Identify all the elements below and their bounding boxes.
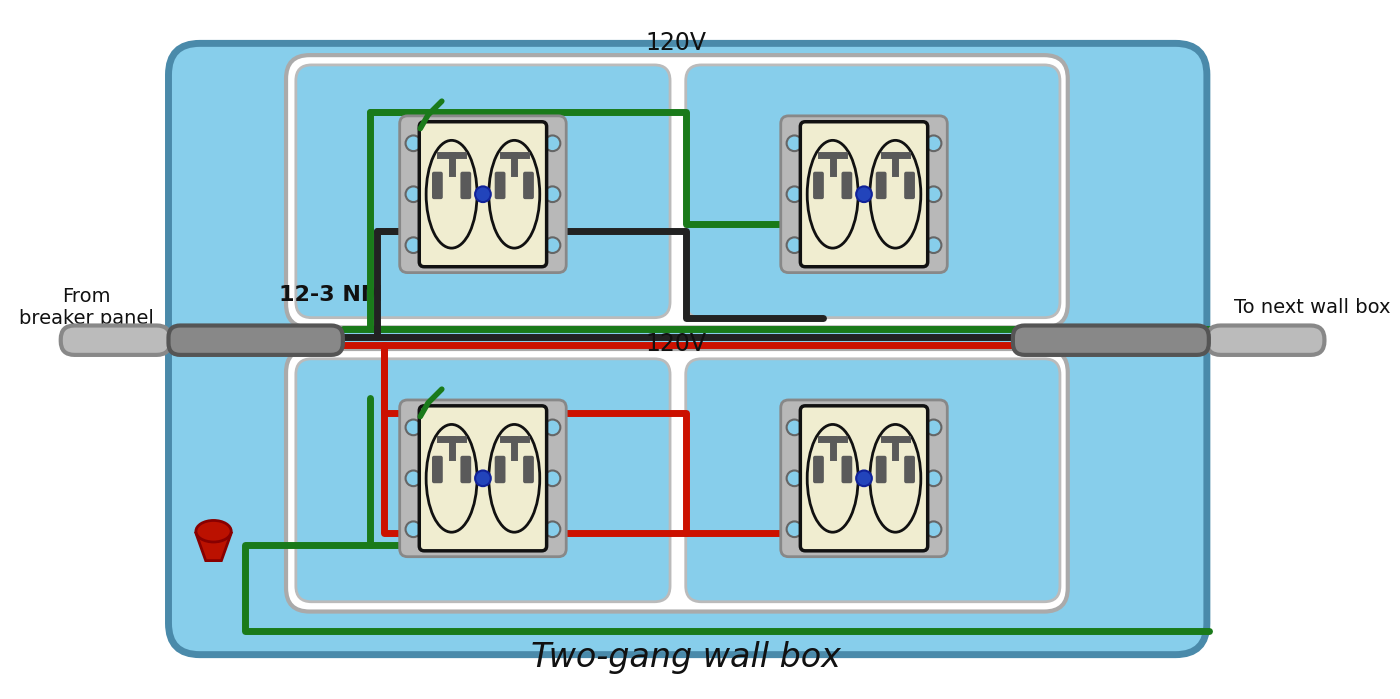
Ellipse shape (489, 424, 540, 532)
Circle shape (406, 238, 421, 253)
Circle shape (787, 187, 802, 202)
Ellipse shape (869, 140, 921, 248)
Circle shape (545, 419, 560, 435)
FancyBboxPatch shape (781, 400, 948, 556)
Circle shape (925, 521, 941, 537)
FancyBboxPatch shape (60, 326, 171, 355)
Circle shape (925, 419, 941, 435)
Polygon shape (196, 533, 231, 561)
FancyBboxPatch shape (168, 326, 343, 355)
Circle shape (787, 419, 802, 435)
Circle shape (406, 470, 421, 487)
FancyBboxPatch shape (461, 456, 472, 483)
FancyBboxPatch shape (1207, 326, 1324, 355)
FancyBboxPatch shape (686, 65, 1060, 317)
FancyBboxPatch shape (433, 172, 442, 199)
FancyBboxPatch shape (168, 43, 1207, 655)
FancyBboxPatch shape (524, 172, 533, 199)
FancyBboxPatch shape (686, 359, 1060, 602)
Ellipse shape (489, 140, 540, 248)
Ellipse shape (196, 521, 231, 542)
Circle shape (475, 470, 491, 487)
Circle shape (545, 470, 560, 487)
Circle shape (787, 238, 802, 253)
FancyBboxPatch shape (904, 456, 916, 483)
Circle shape (545, 238, 560, 253)
Circle shape (857, 470, 872, 487)
Circle shape (787, 470, 802, 487)
Circle shape (925, 136, 941, 151)
Circle shape (406, 521, 421, 537)
FancyBboxPatch shape (399, 116, 566, 273)
Ellipse shape (426, 424, 477, 532)
Ellipse shape (426, 140, 477, 248)
FancyBboxPatch shape (419, 406, 546, 551)
FancyBboxPatch shape (841, 456, 853, 483)
Circle shape (475, 187, 491, 202)
FancyBboxPatch shape (781, 116, 948, 273)
FancyBboxPatch shape (295, 65, 671, 317)
Circle shape (545, 187, 560, 202)
FancyBboxPatch shape (461, 172, 472, 199)
Text: 12-3 NM: 12-3 NM (279, 285, 384, 305)
Circle shape (406, 136, 421, 151)
Circle shape (857, 187, 872, 202)
FancyBboxPatch shape (295, 359, 671, 602)
Text: Two-gang wall box: Two-gang wall box (531, 641, 840, 675)
FancyBboxPatch shape (813, 172, 823, 199)
Text: 120V: 120V (645, 31, 707, 55)
FancyBboxPatch shape (286, 55, 1068, 327)
FancyBboxPatch shape (801, 122, 928, 267)
FancyBboxPatch shape (801, 406, 928, 551)
FancyBboxPatch shape (841, 172, 853, 199)
Circle shape (787, 521, 802, 537)
Circle shape (787, 136, 802, 151)
FancyBboxPatch shape (813, 456, 823, 483)
FancyBboxPatch shape (876, 456, 886, 483)
FancyBboxPatch shape (1014, 326, 1208, 355)
FancyBboxPatch shape (433, 456, 442, 483)
Text: From
breaker panel: From breaker panel (18, 287, 154, 329)
Circle shape (545, 136, 560, 151)
FancyBboxPatch shape (524, 456, 533, 483)
FancyBboxPatch shape (494, 456, 505, 483)
Circle shape (925, 187, 941, 202)
Circle shape (925, 238, 941, 253)
FancyBboxPatch shape (904, 172, 916, 199)
FancyBboxPatch shape (494, 172, 505, 199)
FancyBboxPatch shape (286, 349, 1068, 612)
Circle shape (406, 187, 421, 202)
Circle shape (545, 521, 560, 537)
FancyBboxPatch shape (419, 122, 546, 267)
Circle shape (925, 470, 941, 487)
Ellipse shape (808, 424, 858, 532)
Text: To next wall box: To next wall box (1235, 298, 1392, 317)
FancyBboxPatch shape (399, 400, 566, 556)
Ellipse shape (869, 424, 921, 532)
Circle shape (406, 419, 421, 435)
FancyBboxPatch shape (876, 172, 886, 199)
Text: 120V: 120V (645, 332, 707, 356)
Ellipse shape (808, 140, 858, 248)
